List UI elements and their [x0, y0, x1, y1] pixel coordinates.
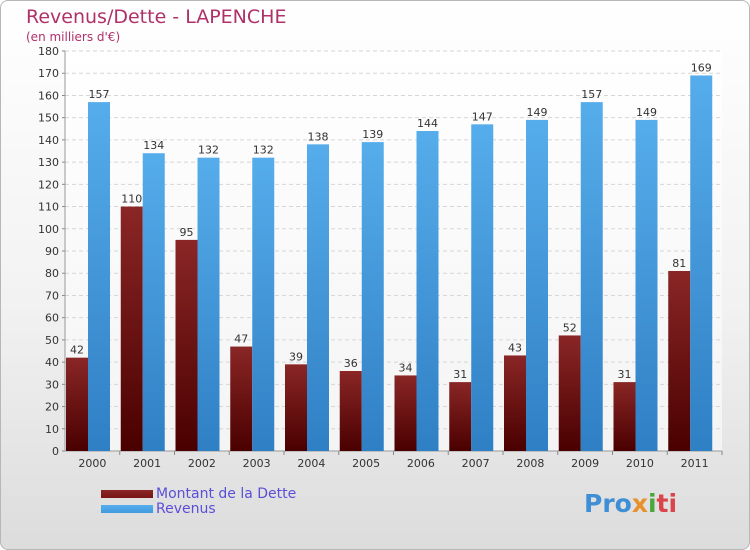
y-tick-label: 180: [38, 45, 59, 58]
data-label: 42: [70, 344, 84, 357]
x-tick-label: 2003: [243, 457, 271, 470]
bar-revenue: [142, 153, 165, 451]
data-label: 31: [453, 368, 467, 381]
x-tick-label: 2006: [407, 457, 435, 470]
x-tick-label: 2009: [571, 457, 599, 470]
bar-debt: [558, 335, 581, 451]
legend-label-debt: Montant de la Dette: [156, 486, 297, 502]
bar-revenue: [361, 142, 384, 451]
y-tick-label: 10: [45, 423, 59, 436]
bar-revenue: [88, 102, 110, 451]
x-tick-label: 2002: [188, 457, 216, 470]
data-label: 95: [180, 226, 194, 239]
x-tick-label: 2000: [78, 457, 106, 470]
y-tick-label: 70: [45, 289, 59, 302]
bar-revenue: [416, 131, 439, 451]
y-tick-label: 160: [38, 89, 59, 102]
data-label: 139: [362, 128, 383, 141]
data-label: 81: [672, 257, 686, 270]
bar-debt: [668, 271, 691, 451]
data-label: 39: [289, 350, 303, 363]
y-tick-label: 120: [38, 178, 59, 191]
y-tick-label: 20: [45, 401, 59, 414]
data-label: 157: [89, 88, 110, 101]
data-label: 52: [563, 321, 577, 334]
y-tick-label: 60: [45, 312, 59, 325]
bar-debt: [175, 239, 198, 451]
x-tick-label: 2008: [516, 457, 544, 470]
bar-revenue: [580, 102, 603, 451]
data-label: 47: [234, 333, 248, 346]
y-tick-label: 130: [38, 156, 59, 169]
bar-revenue: [471, 124, 494, 451]
data-label: 149: [636, 106, 657, 119]
y-tick-label: 150: [38, 112, 59, 125]
bar-revenue: [690, 75, 713, 451]
legend-swatch-debt: [101, 490, 153, 498]
y-tick-label: 50: [45, 334, 59, 347]
bar-debt: [66, 357, 88, 451]
x-tick-label: 2004: [297, 457, 325, 470]
data-label: 43: [508, 341, 522, 354]
bar-debt: [230, 346, 253, 451]
y-tick-label: 140: [38, 134, 59, 147]
legend-label-revenue: Revenus: [156, 501, 216, 517]
bar-revenue: [252, 157, 275, 451]
y-tick-label: 30: [45, 378, 59, 391]
bar-debt: [449, 382, 472, 451]
bar-revenue: [307, 144, 329, 452]
y-tick-label: 80: [45, 267, 59, 280]
proxiti-logo: Proxiti: [584, 489, 678, 518]
data-label: 34: [399, 361, 413, 374]
data-label: 134: [143, 139, 164, 152]
bar-debt: [285, 364, 307, 451]
bar-debt: [613, 382, 636, 451]
chart-subtitle: (en milliers d'€): [26, 30, 121, 44]
bar-revenue: [526, 119, 548, 451]
x-tick-label: 2005: [352, 457, 380, 470]
bar-debt: [394, 375, 417, 451]
x-tick-label: 2001: [133, 457, 161, 470]
chart-title: Revenus/Dette - LAPENCHE: [26, 6, 287, 28]
bar-debt: [339, 371, 362, 451]
y-tick-label: 0: [52, 445, 59, 458]
x-tick-label: 2011: [681, 457, 709, 470]
y-tick-label: 100: [38, 223, 59, 236]
x-tick-label: 2010: [626, 457, 654, 470]
data-label: 149: [527, 106, 548, 119]
bar-debt: [120, 206, 143, 451]
y-tick-label: 90: [45, 245, 59, 258]
data-label: 36: [344, 357, 358, 370]
bar-revenue: [635, 119, 658, 451]
y-tick-label: 170: [38, 67, 59, 80]
data-label: 31: [618, 368, 632, 381]
x-tick-label: 2007: [462, 457, 490, 470]
data-label: 110: [121, 193, 142, 206]
data-label: 157: [581, 88, 602, 101]
data-label: 169: [691, 61, 712, 74]
legend-swatch-revenue: [101, 505, 153, 513]
data-label: 138: [308, 130, 329, 143]
data-label: 147: [472, 110, 493, 123]
y-tick-label: 110: [38, 201, 59, 214]
data-label: 144: [417, 117, 438, 130]
y-tick-label: 40: [45, 356, 59, 369]
bar-debt: [504, 355, 526, 451]
data-label: 132: [253, 144, 274, 157]
bar-revenue: [197, 157, 220, 451]
data-label: 132: [198, 144, 219, 157]
